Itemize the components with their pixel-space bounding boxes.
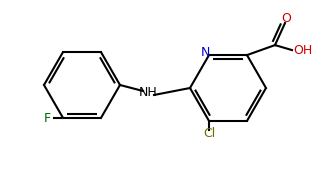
Text: Cl: Cl (203, 127, 215, 140)
Text: N: N (200, 46, 210, 59)
Text: OH: OH (293, 44, 312, 57)
Text: F: F (44, 112, 51, 125)
Text: O: O (281, 12, 291, 25)
Text: NH: NH (139, 86, 157, 99)
